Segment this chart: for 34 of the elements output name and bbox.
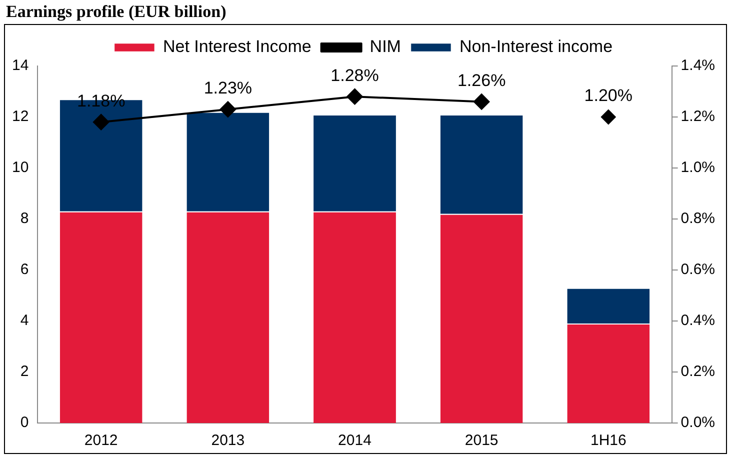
point [600, 110, 616, 124]
y2-tick-label: 1.0% [680, 159, 716, 176]
point [346, 88, 363, 105]
x-tick-label: 2013 [211, 432, 245, 450]
y2-tick-label: 0.8% [680, 210, 716, 228]
data-label: 1.23% [204, 78, 252, 98]
y2-tick-label: 1.4% [680, 57, 716, 74]
legend-label: Non-Interest income [459, 37, 613, 56]
legend-label: Net Interest Income [162, 37, 312, 56]
y-tick-label: 14 [12, 57, 29, 74]
legend-label: NIM [370, 37, 401, 56]
y-tick-label: 4 [20, 312, 29, 330]
y-tick-label: 8 [20, 210, 29, 228]
y-tick-label: 12 [12, 108, 29, 126]
y-tick-label: 6 [20, 261, 29, 278]
point [474, 94, 490, 110]
x-tick-label: 2014 [338, 432, 372, 450]
data-label: 1.28% [330, 66, 379, 85]
data-label: 1.26% [457, 70, 506, 90]
chart-title: Earnings profile (EUR billion) [6, 2, 228, 23]
point [220, 101, 236, 118]
y-tick-label: 2 [20, 363, 29, 380]
x-tick-label: 1H16 [590, 432, 626, 450]
y-tick-label: 10 [12, 159, 29, 176]
point [93, 114, 110, 130]
y-tick-label: 0 [20, 414, 29, 432]
y2-tick-label: 0.2% [680, 363, 716, 380]
x-tick-label: 2015 [464, 432, 498, 450]
y2-tick-label: 1.2% [680, 108, 716, 126]
x-tick-label: 2012 [84, 432, 118, 450]
y2-tick-label: 0.6% [680, 261, 716, 278]
y2-tick-label: 0.4% [680, 312, 716, 330]
data-label: 1.20% [584, 86, 632, 106]
y2-tick-label: 0.0% [680, 414, 716, 432]
